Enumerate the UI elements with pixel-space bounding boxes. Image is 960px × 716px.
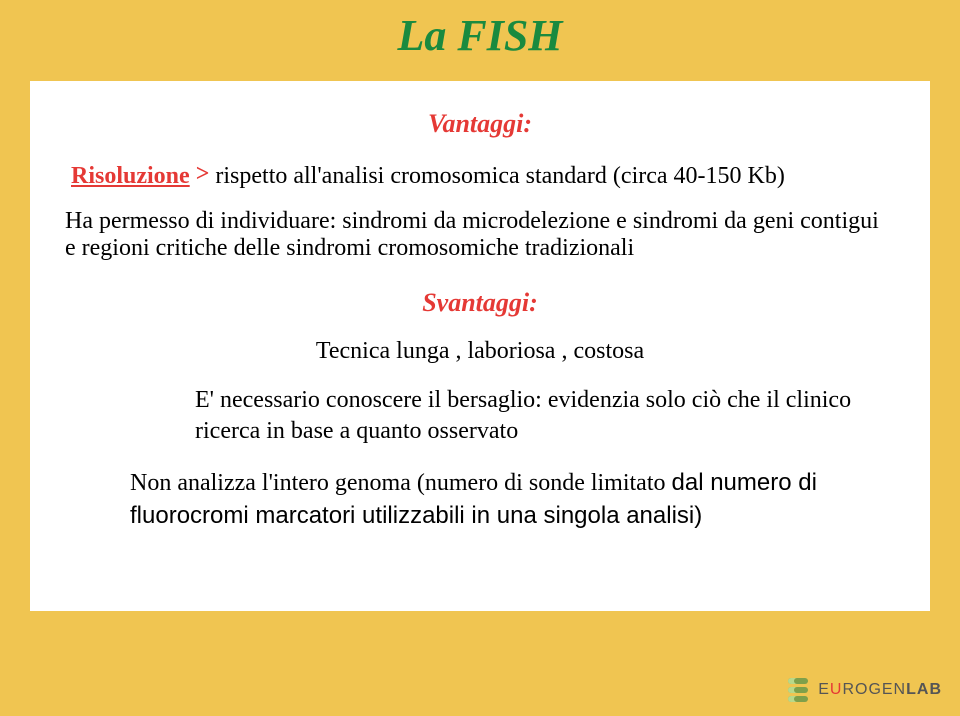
vantaggi-heading: Vantaggi: xyxy=(65,109,895,139)
genoma-line: Non analizza l'intero genoma (numero di … xyxy=(65,467,895,531)
content-box: Vantaggi: Risoluzione > rispetto all'ana… xyxy=(30,81,930,611)
permesso-line: Ha permesso di individuare: sindromi da … xyxy=(65,208,895,262)
genoma-cursive: Non analizza l'intero genoma (numero di … xyxy=(130,470,672,496)
greater-than-symbol: > xyxy=(196,161,210,187)
svantaggi-heading: Svantaggi: xyxy=(65,288,895,318)
logo-icon xyxy=(784,676,812,704)
eurogenlab-logo: EUROGENLAB xyxy=(784,676,942,704)
resolution-rest: rispetto all'analisi cromosomica standar… xyxy=(209,163,784,189)
logo-text: EUROGENLAB xyxy=(818,681,942,699)
risoluzione-word: Risoluzione xyxy=(71,163,190,189)
resolution-line: Risoluzione > rispetto all'analisi cromo… xyxy=(65,161,895,190)
tecnica-line: Tecnica lunga , laboriosa , costosa xyxy=(65,338,895,365)
slide-title: La FISH xyxy=(0,0,960,61)
bersaglio-line: E' necessario conoscere il bersaglio: ev… xyxy=(65,385,895,447)
